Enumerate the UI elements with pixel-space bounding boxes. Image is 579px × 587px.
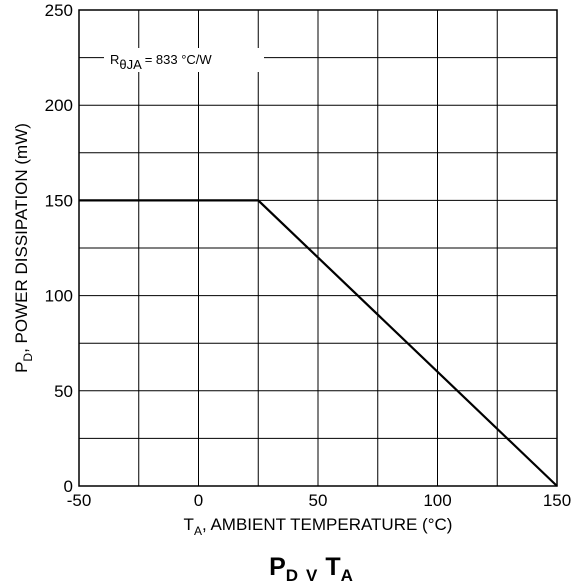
annotation-background xyxy=(104,48,264,72)
annotation-subscript: θJA xyxy=(119,57,142,72)
y-axis-label-symbol: P xyxy=(12,362,31,373)
svg-text:RθJA = 833 °C/W: RθJA = 833 °C/W xyxy=(110,52,212,72)
y-tick-label: 200 xyxy=(45,96,73,115)
y-tick-labels: 0 50 100 150 200 250 xyxy=(45,1,73,496)
plot-frame xyxy=(78,9,558,487)
x-tick-label: 0 xyxy=(194,491,203,510)
chart-title-p-subscript: D xyxy=(286,566,298,585)
x-axis-label-text: , AMBIENT TEMPERATURE (°C) xyxy=(202,515,453,534)
x-axis-label: TA, AMBIENT TEMPERATURE (°C) xyxy=(184,515,453,538)
chart-title-t-subscript: A xyxy=(341,566,353,585)
y-tick-label: 100 xyxy=(45,287,73,306)
y-tick-label: 0 xyxy=(64,477,73,496)
x-tick-label: 100 xyxy=(423,491,451,510)
series-group xyxy=(79,199,558,487)
y-tick-label: 150 xyxy=(45,191,73,210)
x-tick-label: 50 xyxy=(309,491,328,510)
x-axis-label-symbol: T xyxy=(184,515,194,534)
y-axis-label-subscript: D xyxy=(21,353,35,362)
annotation-value: = 833 °C/W xyxy=(141,52,212,67)
x-tick-label: 150 xyxy=(543,491,571,510)
annotation-symbol: R xyxy=(110,52,119,67)
power-derating-line xyxy=(79,199,558,487)
y-tick-label: 50 xyxy=(54,382,73,401)
y-axis-label: PD, POWER DISSIPATION (mW) xyxy=(12,123,35,373)
chart-title-t: T xyxy=(325,553,340,581)
y-tick-label: 250 xyxy=(45,1,73,20)
y-axis-label-text: , POWER DISSIPATION (mW) xyxy=(12,123,31,353)
thermal-resistance-annotation: RθJA = 833 °C/W xyxy=(104,48,264,72)
x-axis-label-subscript: A xyxy=(194,524,202,538)
chart-title-p: P xyxy=(269,553,286,581)
x-tick-label: -50 xyxy=(67,491,92,510)
grid-lines xyxy=(79,10,557,486)
chart-title-v: V xyxy=(306,566,318,585)
chart-title: PD V TA xyxy=(269,553,353,585)
x-tick-labels: -50 0 50 100 150 xyxy=(67,491,571,510)
